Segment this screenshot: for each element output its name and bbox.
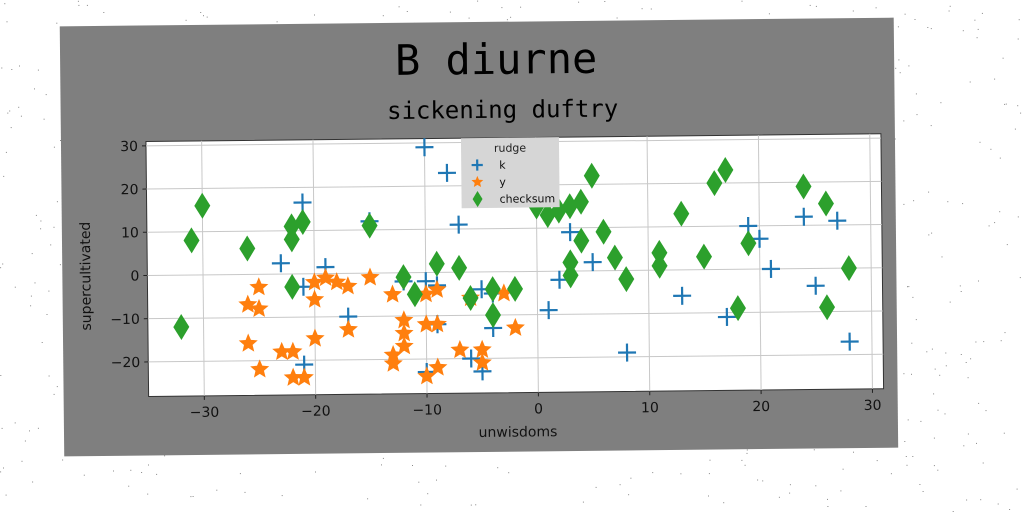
legend-title: rudge xyxy=(494,142,527,155)
y-axis-label: supercultivated xyxy=(78,222,95,331)
x-tick-label: 10 xyxy=(641,400,659,416)
x-axis-label: unwisdoms xyxy=(479,424,558,441)
legend-label-y: y xyxy=(499,176,506,189)
x-tick-label: 30 xyxy=(864,398,882,414)
x-tick-label: −30 xyxy=(190,405,220,421)
y-tick-label: −10 xyxy=(110,312,140,328)
legend-label-checksum: checksum xyxy=(500,192,556,206)
y-tick-label: 0 xyxy=(130,269,139,285)
legend-label-k: k xyxy=(499,159,506,172)
x-tick-label: 0 xyxy=(534,401,543,417)
chart-title: B diurne xyxy=(395,34,598,85)
y-tick-label: 10 xyxy=(121,225,139,241)
y-tick-label: 30 xyxy=(120,139,138,155)
chart-subtitle: sickening duftry xyxy=(387,95,618,125)
x-tick-label: 20 xyxy=(752,399,770,415)
x-tick-label: −10 xyxy=(412,402,442,418)
y-tick-label: 20 xyxy=(121,182,139,198)
y-tick-label: −20 xyxy=(111,355,141,371)
legend: rudge ky checksum xyxy=(461,137,560,208)
x-tick-label: −20 xyxy=(301,404,331,420)
